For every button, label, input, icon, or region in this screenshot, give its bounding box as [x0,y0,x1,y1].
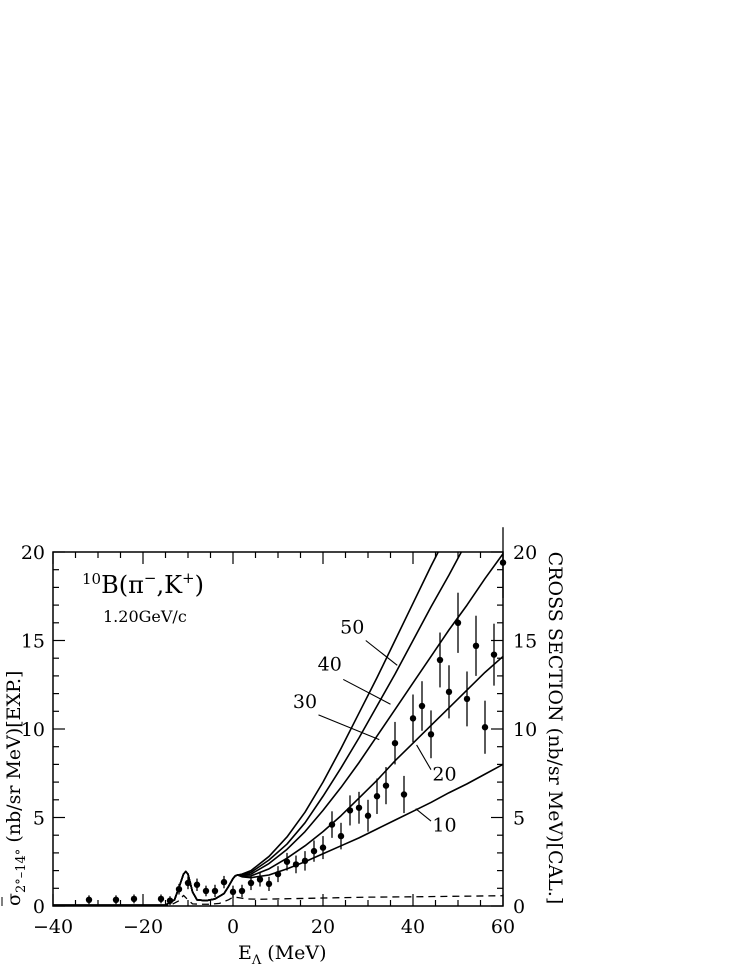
data-point [364,812,372,819]
data-point [382,782,390,789]
data-point [301,857,309,865]
curve-label: 40 [318,654,342,676]
data-point [310,847,318,855]
data-point [193,881,201,888]
title-mass-number: 10 [82,570,101,588]
data-point [220,878,228,886]
data-point [184,879,192,887]
title-reaction-mid: ,K [156,571,183,599]
data-point [337,832,345,840]
curve-dashed [53,894,503,906]
data-point [202,887,210,895]
y-tick-label-right: 0 [513,896,525,918]
curve-label: 20 [432,763,456,785]
data-point [265,880,273,888]
data-point [238,887,246,895]
y-axis-title-left: σ2°–14° (nb/sr MeV)[EXP.] [3,671,29,906]
data-point [472,642,480,650]
data-point [274,870,282,878]
data-point [319,844,327,851]
y-axis-title-left-tail: (nb/sr MeV)[EXP.] [3,671,25,849]
data-point [445,688,453,696]
title-k-charge: + [182,569,195,587]
y-tick-label-left: 20 [21,542,45,564]
y-axis-title-left-subscript: 2°–14° [14,849,29,893]
x-tick-label: 20 [311,916,335,938]
x-axis-title-subscript: Λ [251,953,262,967]
data-point [229,888,237,896]
curve-label-leader [416,744,432,770]
y-tick-label-left: 10 [21,719,45,741]
chart-title: 10B(π−,K+) [82,569,204,599]
x-axis-title: EΛ (MeV) [238,942,327,967]
x-axis-title-base: E [238,942,252,964]
title-reaction-end: ) [195,571,204,599]
data-point [481,724,489,731]
data-point [211,887,219,895]
data-point [436,656,444,664]
x-tick-label: −20 [123,916,163,938]
ticks-layer [52,551,504,907]
data-point [328,821,336,828]
chart-subtitle-momentum: 1.20GeV/c [103,607,187,626]
data-point [166,897,174,904]
x-tick-label: 0 [227,916,239,938]
x-tick-label: −40 [33,916,73,938]
data-point [346,807,354,814]
data-point [247,879,255,887]
data-point [112,896,120,904]
curve-label-leader [318,714,380,741]
y-tick-label-right: 15 [513,631,537,653]
data-point [391,739,399,747]
y-tick-label-right: 5 [513,808,525,830]
curves-layer [53,552,503,906]
y-axis-title-left-base: σ [3,893,25,906]
data-point [490,651,498,658]
x-tick-label: 40 [401,916,425,938]
data-point [130,895,138,903]
y-tick-label-left: 15 [21,631,45,653]
data-point [283,858,291,865]
data-point [427,731,435,738]
data-point [400,791,408,798]
data-point [292,861,300,868]
points-layer [85,527,507,906]
x-tick-label: 60 [491,916,515,938]
curve-10 [53,763,503,906]
data-point [157,895,165,903]
curve-label: 50 [340,616,364,638]
curve-label: 30 [293,691,317,713]
curve-label-leader [342,678,391,705]
curve-label-leader [365,640,398,666]
data-point [175,885,183,893]
x-axis-title-tail: (MeV) [261,942,326,964]
data-point [355,804,363,811]
data-point [85,896,93,904]
data-point [418,702,426,710]
data-point [373,793,381,800]
data-point [256,876,264,883]
data-point [454,619,462,626]
data-point [463,695,471,703]
y-tick-label-left: 0 [33,896,45,918]
data-point [499,559,507,566]
y-tick-label-right: 20 [513,542,537,564]
curve-label-leader [415,808,432,822]
data-point [409,715,417,722]
title-reaction-core: B(π [101,571,144,599]
y-tick-label-left: 5 [33,808,45,830]
y-axis-title-right: CROSS SECTION (nb/sr MeV)[CAL.] [544,552,566,905]
curve-label: 10 [432,815,456,837]
y-tick-label-right: 10 [513,719,537,741]
title-pi-charge: − [144,569,157,587]
